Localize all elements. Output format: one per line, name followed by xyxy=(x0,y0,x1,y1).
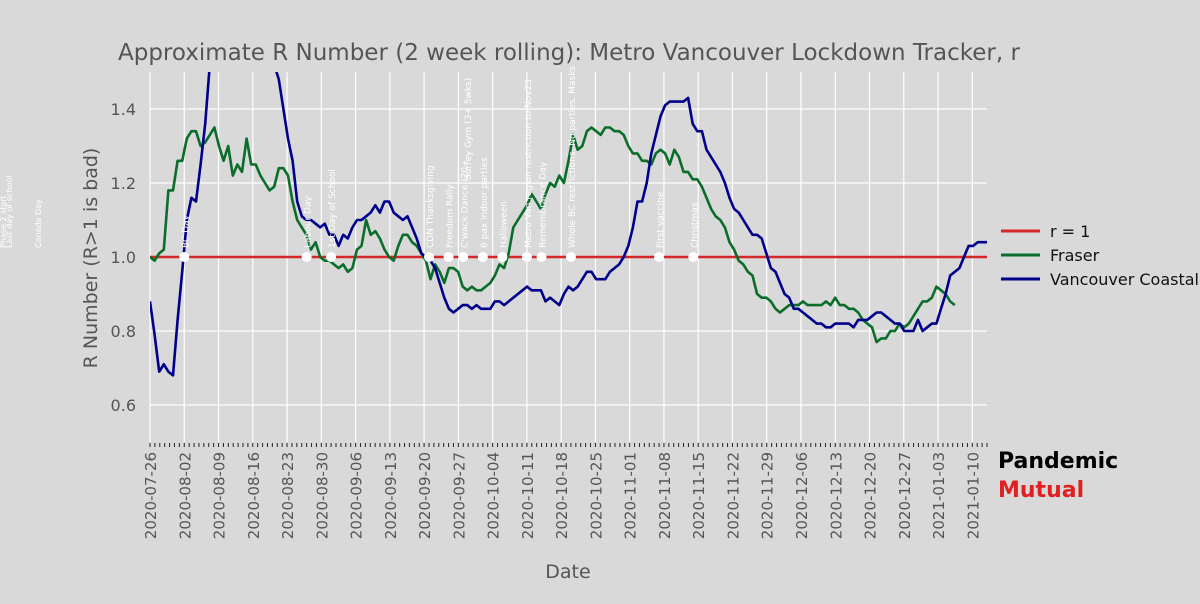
annotation-marker xyxy=(301,252,312,262)
x-tick-label: 2020-11-15 xyxy=(690,452,708,539)
x-tick-label: 2020-09-20 xyxy=(416,452,434,539)
x-tick-label: 2020-11-01 xyxy=(622,452,640,539)
annotation-marker xyxy=(536,252,547,262)
x-tick-label: 2020-08-30 xyxy=(313,452,331,539)
x-tick-label: 2020-08-09 xyxy=(211,452,229,539)
x-axis-ticks: 2020-07-26 2020-08-02 2020-08-09 2020-08-16… xyxy=(142,443,988,539)
annotation-labels: BC Day Labour Day 1st Day of School CDN Tha… xyxy=(181,66,700,248)
annotation-label: BC Day xyxy=(181,214,191,248)
annotation-marker xyxy=(458,252,469,262)
y-axis-label: R Number (R>1 is bad) xyxy=(80,148,102,369)
x-axis-label: Date xyxy=(545,561,590,583)
legend-label: Vancouver Coastal xyxy=(1050,270,1199,289)
annotation-marker xyxy=(688,252,699,262)
y-axis-ticks: 0.6 0.8 1.0 1.2 1.4 xyxy=(111,100,136,415)
x-tick-label: 2020-12-27 xyxy=(896,452,914,539)
annotation-label: 1st Day of School xyxy=(328,169,338,248)
y-tick-label: 1.4 xyxy=(111,100,136,119)
annotation-label: Whole BC restrictions. No parties. Masks xyxy=(568,66,578,248)
legend-item-r1: r = 1 xyxy=(1001,222,1090,241)
x-tick-label: 2020-12-13 xyxy=(827,452,845,539)
annotation-label: Labour Day xyxy=(304,196,314,248)
x-tick-label: 2020-08-02 xyxy=(176,452,194,539)
x-tick-label: 2020-08-23 xyxy=(279,452,297,539)
annotation-label: Remembrance Day xyxy=(539,161,549,248)
legend: r = 1 Fraser Vancouver Coastal xyxy=(1001,222,1199,289)
x-tick-label: 2020-11-29 xyxy=(759,452,777,539)
x-tick-label: 2021-01-03 xyxy=(930,452,948,539)
legend-label: Fraser xyxy=(1050,246,1100,265)
x-tick-label: 2020-09-06 xyxy=(348,452,366,539)
legend-item-fraser: Fraser xyxy=(1001,246,1100,265)
series-line-fraser xyxy=(150,126,956,344)
x-tick-label: 2020-12-20 xyxy=(862,452,880,539)
annotation-marker xyxy=(326,252,337,262)
annotation-marker xyxy=(497,252,508,262)
annotation-label: First vaccine xyxy=(656,191,666,248)
offscreen-annotation-label: Phase 2 start xyxy=(0,195,8,248)
series-line-vancouver-coastal xyxy=(150,72,987,377)
legend-label: r = 1 xyxy=(1050,222,1090,241)
x-tick-label: 2020-10-04 xyxy=(485,452,503,539)
annotation-marker xyxy=(443,252,454,262)
annotation-label: CDN Thanksgiving xyxy=(426,165,436,248)
y-tick-label: 0.8 xyxy=(111,322,136,341)
x-tick-label: 2020-10-11 xyxy=(519,452,537,539)
annotation-label: C'wack Dance (20+ xyxy=(460,159,470,248)
legend-item-vancouver-coastal: Vancouver Coastal xyxy=(1001,270,1199,289)
y-tick-label: 0.6 xyxy=(111,396,136,415)
annotation-marker xyxy=(424,252,434,262)
annotation-label: Surrey Gym (3+ 5wks) xyxy=(464,78,474,180)
annotation-marker xyxy=(521,252,532,262)
y-tick-label: 1.2 xyxy=(111,174,136,193)
x-tick-label: 2020-11-22 xyxy=(724,452,742,539)
annotation-label: Freedom Rally xyxy=(446,183,456,248)
y-tick-label: 1.0 xyxy=(111,248,136,267)
offscreen-annotation-label: Canada Day xyxy=(34,199,43,248)
x-tick-label: 2020-10-18 xyxy=(553,452,571,539)
annotation-markers xyxy=(179,252,699,262)
x-tick-label: 2020-12-06 xyxy=(793,452,811,539)
x-tick-label: 2020-09-27 xyxy=(450,452,468,539)
annotation-label: Metro Van region restriction to Nov23 xyxy=(524,79,534,248)
annotation-marker xyxy=(565,252,576,262)
annotation-label: 6 pax indoor parties xyxy=(480,157,490,248)
x-tick-label: 2020-08-16 xyxy=(245,452,263,539)
annotation-marker xyxy=(477,252,488,262)
annotation-label: Christmas xyxy=(690,202,700,248)
x-tick-label: 2020-09-13 xyxy=(382,452,400,539)
annotation-label: Halloween xyxy=(499,201,509,248)
x-tick-label: 2020-11-08 xyxy=(656,452,674,539)
brand-line-pandemic: Pandemic xyxy=(998,449,1119,474)
brand-line-mutual: Mutual xyxy=(998,478,1085,503)
series-lines xyxy=(150,72,987,377)
x-tick-label: 2020-07-26 xyxy=(142,452,160,539)
annotation-marker xyxy=(654,252,665,262)
x-tick-label: 2021-01-10 xyxy=(964,452,982,539)
offscreen-annotation-label: Last day of school xyxy=(5,176,14,248)
chart-title: Approximate R Number (2 week rolling): M… xyxy=(118,40,1020,66)
annotation-marker xyxy=(179,252,190,262)
x-tick-label: 2020-10-25 xyxy=(587,452,605,539)
